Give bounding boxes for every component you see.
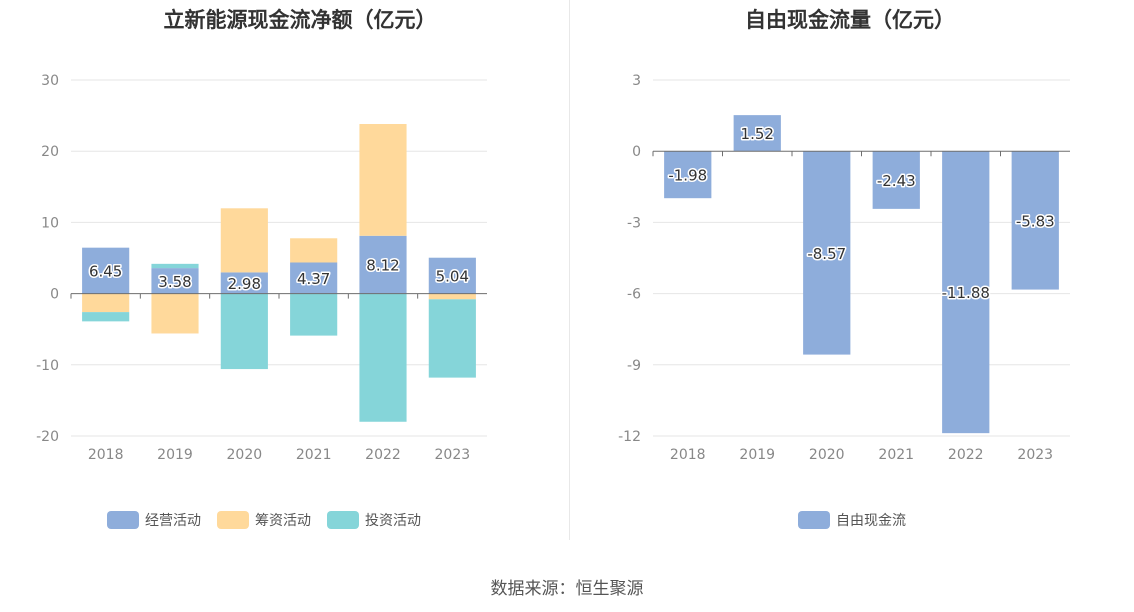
- legend-swatch: [798, 511, 830, 529]
- data-label: -1.98: [668, 167, 707, 185]
- legend-label: 筹资活动: [255, 513, 311, 529]
- y-tick-label: 0: [50, 287, 59, 303]
- bar: [803, 151, 851, 355]
- legend-label: 自由现金流: [836, 513, 906, 529]
- x-tick-label: 2021: [878, 447, 914, 463]
- data-label: 3.58: [158, 273, 191, 291]
- left-chart-title: 立新能源现金流净额（亿元）: [163, 8, 437, 32]
- panel-divider: [569, 0, 570, 540]
- x-tick-label: 2018: [670, 447, 706, 463]
- data-label: 4.37: [297, 270, 330, 288]
- x-tick-label: 2020: [809, 447, 845, 463]
- x-tick-label: 2018: [88, 447, 124, 463]
- x-tick-label: 2021: [296, 447, 332, 463]
- legend-item[interactable]: 自由现金流: [798, 510, 906, 530]
- x-tick-label: 2022: [365, 447, 401, 463]
- y-tick-label: -9: [627, 358, 641, 374]
- y-tick-label: 20: [41, 144, 59, 160]
- legend-swatch: [217, 511, 249, 529]
- x-tick-label: 2020: [227, 447, 263, 463]
- x-tick-label: 2022: [948, 447, 984, 463]
- y-tick-label: 0: [632, 144, 641, 160]
- bar: [82, 312, 130, 322]
- bar: [290, 262, 338, 294]
- x-tick-label: 2023: [435, 447, 471, 463]
- right-legend: 自由现金流: [798, 510, 922, 530]
- legend-swatch: [107, 511, 139, 529]
- y-tick-label: 3: [632, 73, 641, 89]
- bar: [151, 263, 199, 269]
- legend-item[interactable]: 筹资活动: [217, 510, 311, 530]
- data-label: 8.12: [366, 257, 399, 275]
- data-label: -2.43: [877, 172, 916, 190]
- bar: [290, 293, 338, 336]
- legend-item[interactable]: 经营活动: [107, 510, 201, 530]
- legend-item[interactable]: 投资活动: [327, 510, 421, 530]
- bar: [428, 299, 476, 378]
- legend-label: 投资活动: [365, 513, 421, 529]
- y-tick-label: -10: [36, 358, 59, 374]
- y-tick-label: 10: [41, 215, 59, 231]
- bar: [151, 268, 199, 294]
- data-label: -8.57: [807, 245, 846, 263]
- data-label: 2.98: [228, 275, 261, 293]
- data-label: -11.88: [942, 284, 990, 302]
- y-tick-label: 30: [41, 73, 59, 89]
- cashflow-net-chart: 30 20 10 0 -10 -20 2018 2019 2020 2021 2022 2023 6.4…: [36, 73, 487, 463]
- bar: [428, 257, 476, 294]
- bar: [1011, 151, 1059, 290]
- bar: [664, 151, 712, 199]
- bar: [942, 151, 990, 434]
- free-cashflow-chart: 3 0 -3 -6 -9 -12 2018 2019 2020 2021 2022 2023 -1.98…: [618, 73, 1070, 463]
- y-tick-label: -20: [36, 429, 59, 445]
- bar: [359, 235, 407, 294]
- bar: [82, 293, 130, 313]
- bar: [220, 208, 268, 273]
- data-label: -5.83: [1016, 212, 1055, 230]
- bar: [151, 293, 199, 334]
- y-tick-label: -6: [627, 287, 641, 303]
- x-tick-label: 2019: [739, 447, 775, 463]
- legend-label: 经营活动: [145, 513, 201, 529]
- y-tick-label: -3: [627, 215, 641, 231]
- bar: [428, 293, 476, 300]
- bar: [290, 238, 338, 263]
- bar: [359, 293, 407, 422]
- data-label: 1.52: [741, 125, 774, 143]
- data-source: 数据来源：恒生聚源: [490, 579, 644, 599]
- bar: [872, 151, 920, 209]
- bar: [733, 115, 781, 152]
- data-label: 6.45: [89, 263, 122, 281]
- y-tick-label: -12: [618, 429, 641, 445]
- bar: [220, 293, 268, 370]
- bar: [359, 124, 407, 236]
- legend-swatch: [327, 511, 359, 529]
- right-chart-title: 自由现金流量（亿元）: [745, 8, 955, 32]
- x-tick-label: 2023: [1017, 447, 1053, 463]
- data-label: 5.04: [436, 268, 469, 286]
- left-legend: 经营活动 筹资活动 投资活动: [107, 510, 437, 530]
- bar: [220, 272, 268, 294]
- bar: [82, 247, 130, 294]
- x-tick-label: 2019: [157, 447, 193, 463]
